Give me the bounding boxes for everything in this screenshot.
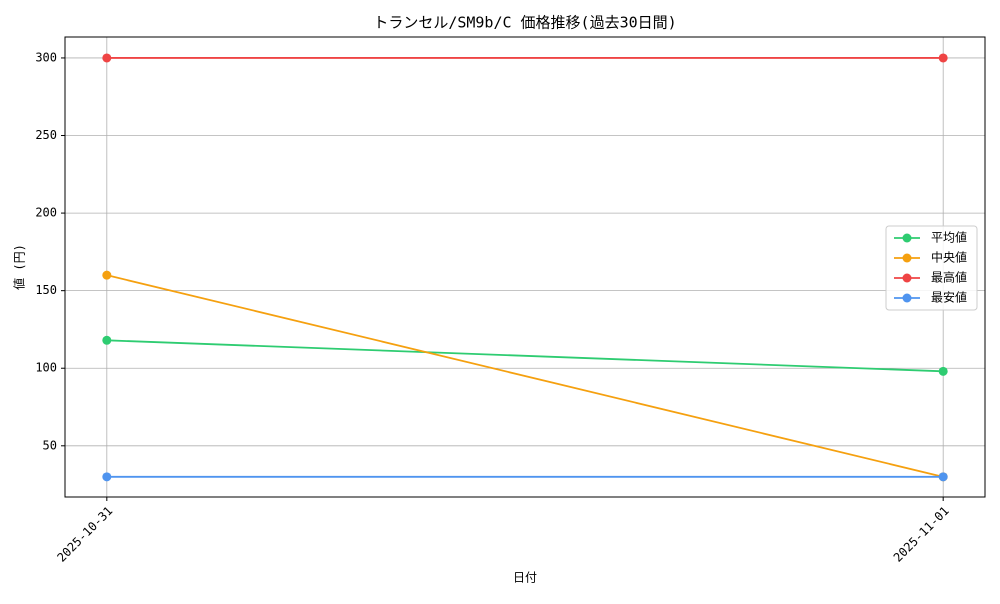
point [102, 335, 112, 345]
y-tick-label: 100 [35, 361, 57, 375]
point [102, 53, 112, 63]
x-tick-label: 2025-10-31 [54, 504, 115, 565]
y-tick-label: 300 [35, 50, 57, 64]
plot-frame [64, 36, 986, 498]
legend-label: 平均値 [931, 230, 967, 245]
x-tick-label: 2025-11-01 [891, 504, 952, 565]
y-axis-label: 値 (円) [12, 244, 27, 290]
legend-marker [902, 253, 912, 263]
point [102, 270, 112, 280]
legend-marker [902, 273, 912, 283]
point [938, 472, 948, 482]
y-tick-label: 50 [43, 438, 57, 452]
series-line [106, 274, 944, 478]
legend-box [885, 225, 978, 311]
legend-marker [902, 293, 912, 303]
y-tick-label: 250 [35, 128, 57, 142]
legend-marker [902, 233, 912, 243]
legend-label: 最安値 [931, 290, 967, 305]
chart-title: トランセル/SM9b/C 価格推移(過去30日間) [373, 14, 676, 32]
series-line [106, 339, 944, 373]
x-axis-label: 日付 [513, 571, 537, 585]
legend-label: 最高値 [931, 270, 967, 285]
point [102, 472, 112, 482]
legend-label: 中央値 [931, 250, 967, 265]
point [938, 53, 948, 63]
y-tick-label: 200 [35, 206, 57, 220]
point [938, 366, 948, 376]
y-tick-label: 150 [35, 283, 57, 297]
